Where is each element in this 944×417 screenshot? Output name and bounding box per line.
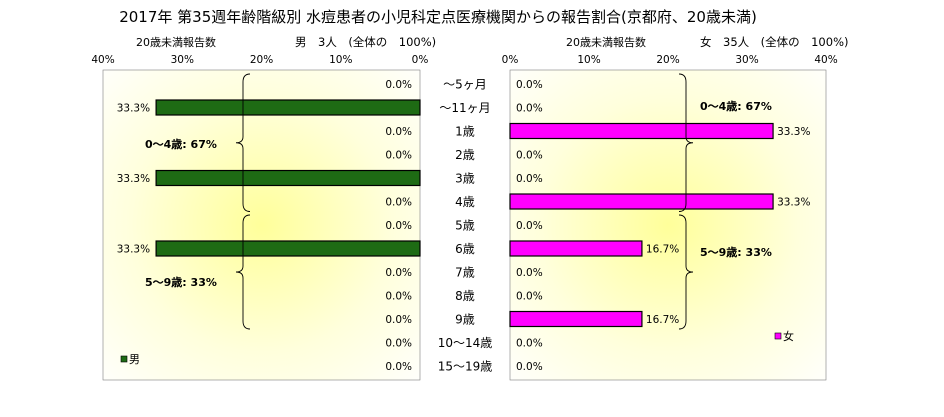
right-plot-area: [509, 69, 827, 381]
right-bar-value-label: 33.3%: [777, 197, 810, 209]
category-label: 4歳: [455, 195, 475, 209]
right-bar-value-label: 0.0%: [516, 361, 543, 373]
category-label: 3歳: [455, 172, 475, 186]
right-bar: [509, 193, 774, 210]
left-bar-value-label: 0.0%: [385, 267, 412, 279]
left-tick-label: 0%: [412, 54, 429, 66]
right-group-label: 0～4歳: 67%: [700, 99, 772, 113]
left-bar-value-label: 0.0%: [385, 338, 412, 350]
right-legend-swatch: [774, 332, 782, 340]
left-tick-label: 30%: [171, 54, 194, 66]
right-bar: [509, 122, 774, 140]
category-label: 6歳: [455, 242, 475, 256]
right-bar-value-label: 0.0%: [516, 267, 543, 279]
right-bar-value-label: 0.0%: [516, 220, 543, 232]
left-bar-value-label: 0.0%: [385, 314, 412, 326]
left-group-bracket: [235, 214, 251, 330]
right-bar-value-label: 0.0%: [516, 103, 543, 115]
chart-title: 2017年 第35週年齢階級別 水痘患者の小児科定点医療機関からの報告割合(京都…: [119, 8, 757, 26]
left-bar-value-label: 33.3%: [117, 244, 150, 256]
category-label: ～11ヶ月: [439, 101, 490, 115]
left-bar: [155, 99, 421, 116]
right-bar-value-label: 16.7%: [646, 314, 679, 326]
left-tick-label: 10%: [329, 54, 352, 66]
left-bar-value-label: 0.0%: [385, 291, 412, 303]
category-label: 5歳: [455, 219, 475, 233]
right-bar-value-label: 16.7%: [646, 244, 679, 256]
left-legend-label: 男: [129, 353, 140, 366]
category-label: 15～19歳: [438, 360, 493, 374]
category-label: 9歳: [455, 313, 475, 327]
left-legend-swatch: [120, 355, 128, 363]
right-bar: [509, 310, 643, 328]
category-label: 1歳: [455, 125, 475, 139]
left-header-summary: 男 3人 (全体の 100%): [295, 35, 436, 49]
left-bar: [155, 169, 421, 187]
right-header-summary: 女 35人 (全体の 100%): [700, 35, 848, 49]
right-bar: [509, 240, 643, 257]
right-tick-label: 30%: [735, 54, 758, 66]
category-label: 7歳: [455, 266, 475, 280]
right-group-bracket: [678, 214, 694, 330]
category-label: 10～14歳: [438, 336, 493, 350]
right-tick-label: 10%: [577, 54, 600, 66]
right-tick-label: 20%: [656, 54, 679, 66]
right-tick-label: 40%: [814, 54, 837, 66]
right-bar-value-label: 0.0%: [516, 338, 543, 350]
left-bar-value-label: 33.3%: [117, 173, 150, 185]
right-tick-label: 0%: [502, 54, 519, 66]
right-bar-value-label: 0.0%: [516, 150, 543, 162]
left-group-label: 5～9歳: 33%: [145, 275, 217, 289]
left-tick-label: 40%: [91, 54, 114, 66]
category-label: 2歳: [455, 148, 475, 162]
right-group-bracket: [678, 73, 694, 212]
left-bar-value-label: 0.0%: [385, 126, 412, 138]
left-bar-value-label: 0.0%: [385, 220, 412, 232]
left-bar-value-label: 33.3%: [117, 103, 150, 115]
left-bar: [155, 240, 421, 257]
right-bar-value-label: 0.0%: [516, 79, 543, 91]
left-header-label: 20歳未満報告数: [136, 36, 216, 49]
left-tick-label: 20%: [250, 54, 273, 66]
right-legend-label: 女: [783, 329, 794, 343]
right-bar-value-label: 0.0%: [516, 173, 543, 185]
right-group-label: 5～9歳: 33%: [700, 245, 772, 259]
right-bar-value-label: 0.0%: [516, 291, 543, 303]
right-bar-value-label: 33.3%: [777, 126, 810, 138]
left-group-label: 0～4歳: 67%: [145, 137, 217, 151]
left-group-bracket: [235, 73, 251, 212]
left-bar-value-label: 0.0%: [385, 79, 412, 91]
category-label: ～5ヶ月: [443, 78, 487, 92]
left-bar-value-label: 0.0%: [385, 361, 412, 373]
left-bar-value-label: 0.0%: [385, 150, 412, 162]
left-bar-value-label: 0.0%: [385, 197, 412, 209]
right-header-label: 20歳未満報告数: [566, 36, 646, 49]
category-label: 8歳: [455, 289, 475, 303]
left-plot-area: [102, 69, 421, 381]
